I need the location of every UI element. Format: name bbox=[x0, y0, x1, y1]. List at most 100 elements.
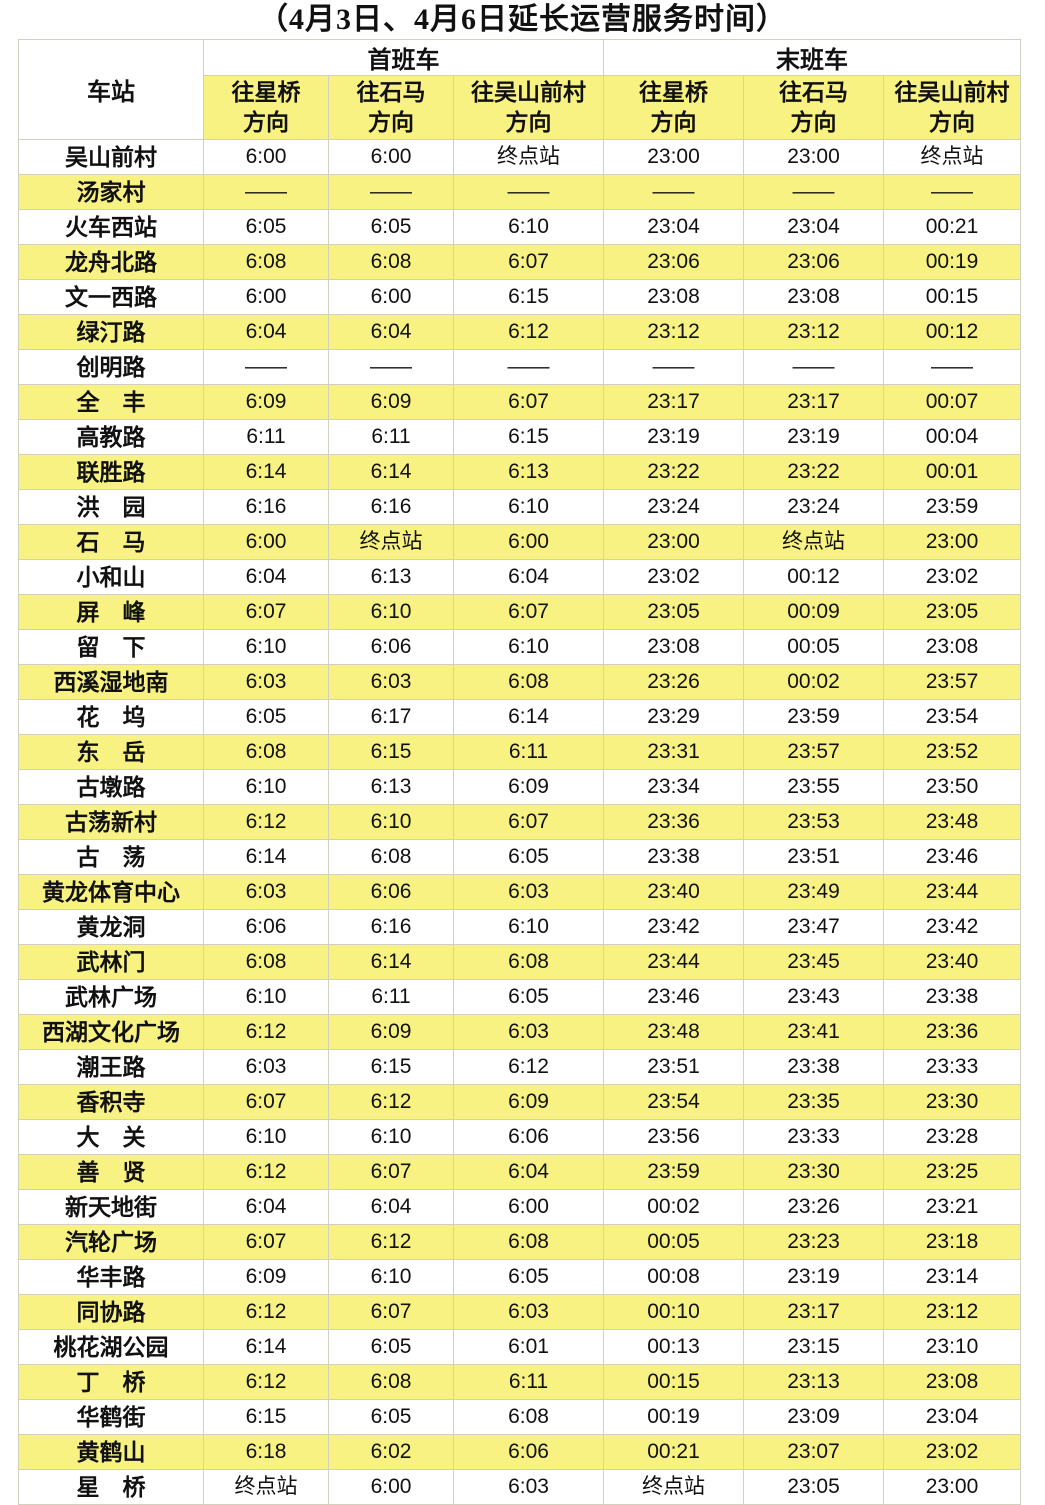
station-name: 留 下 bbox=[18, 629, 204, 665]
station-name: 火车西站 bbox=[18, 209, 204, 245]
time-cell: 6:09 bbox=[452, 1084, 605, 1120]
time-cell: —— bbox=[603, 174, 745, 210]
time-cell: —— bbox=[883, 174, 1022, 210]
table-row: 黄鹤山 6:18 6:02 6:06 00:21 23:07 23:02 bbox=[18, 1434, 1022, 1470]
station-name: 新天地街 bbox=[18, 1189, 204, 1225]
station-name: 古荡新村 bbox=[18, 804, 204, 840]
time-cell: 23:57 bbox=[883, 664, 1022, 700]
time-cell: 23:34 bbox=[603, 769, 745, 805]
station-name: 联胜路 bbox=[18, 454, 204, 490]
time-cell: 6:15 bbox=[328, 734, 454, 770]
time-cell: 6:04 bbox=[452, 559, 605, 595]
direction-suffix: 方向 bbox=[790, 108, 837, 135]
station-name: 香积寺 bbox=[18, 1084, 204, 1120]
time-cell: 终点站 bbox=[328, 524, 454, 560]
time-cell: 6:07 bbox=[203, 594, 329, 630]
table-row: 花 坞 6:05 6:17 6:14 23:29 23:59 23:54 bbox=[18, 699, 1022, 735]
table-row: 小和山 6:04 6:13 6:04 23:02 00:12 23:02 bbox=[18, 559, 1022, 595]
table-row: 武林广场 6:10 6:11 6:05 23:46 23:43 23:38 bbox=[18, 979, 1022, 1015]
time-cell: 6:14 bbox=[203, 1329, 329, 1365]
time-cell: 6:00 bbox=[452, 1189, 605, 1225]
direction-suffix: 方向 bbox=[243, 108, 289, 135]
time-cell: 终点站 bbox=[603, 1469, 745, 1505]
time-cell: 23:41 bbox=[743, 1014, 885, 1050]
table-row: 创明路 —— —— —— —— —— —— bbox=[18, 349, 1022, 385]
direction-dest: 往吴山前村 bbox=[471, 78, 586, 105]
time-cell: 00:13 bbox=[603, 1329, 745, 1365]
time-cell: 23:46 bbox=[603, 979, 745, 1015]
table-row: 高教路 6:11 6:11 6:15 23:19 23:19 00:04 bbox=[18, 419, 1022, 455]
time-cell: 23:17 bbox=[743, 384, 885, 420]
time-cell: 23:17 bbox=[603, 384, 745, 420]
time-cell: 23:08 bbox=[603, 279, 745, 315]
time-cell: 6:08 bbox=[328, 1364, 454, 1400]
time-cell: 6:12 bbox=[203, 1364, 329, 1400]
station-name: 东 岳 bbox=[18, 734, 204, 770]
time-cell: 6:09 bbox=[452, 769, 605, 805]
time-cell: —— bbox=[203, 174, 329, 210]
station-name: 星 桥 bbox=[18, 1469, 204, 1505]
table-row: 汤家村 —— —— —— —— —— —— bbox=[18, 174, 1022, 210]
time-cell: 6:07 bbox=[203, 1224, 329, 1260]
time-cell: 23:04 bbox=[603, 209, 745, 245]
time-cell: 6:10 bbox=[328, 1119, 454, 1155]
time-cell: 6:10 bbox=[452, 209, 605, 245]
time-cell: 6:08 bbox=[203, 734, 329, 770]
time-cell: 6:11 bbox=[452, 734, 605, 770]
time-cell: 23:08 bbox=[883, 629, 1022, 665]
station-name: 高教路 bbox=[18, 419, 204, 455]
time-cell: 6:02 bbox=[328, 1434, 454, 1470]
time-cell: 6:13 bbox=[328, 769, 454, 805]
time-cell: 23:59 bbox=[883, 489, 1022, 525]
time-cell: 00:21 bbox=[603, 1434, 745, 1470]
table-row: 西湖文化广场 6:12 6:09 6:03 23:48 23:41 23:36 bbox=[18, 1014, 1022, 1050]
time-cell: 6:00 bbox=[452, 524, 605, 560]
time-cell: 6:10 bbox=[203, 769, 329, 805]
time-cell: —— bbox=[743, 174, 885, 210]
time-cell: 6:11 bbox=[452, 1364, 605, 1400]
time-cell: 00:19 bbox=[603, 1399, 745, 1435]
time-cell: —— bbox=[743, 349, 885, 385]
time-cell: 6:05 bbox=[452, 979, 605, 1015]
time-cell: 00:04 bbox=[883, 419, 1022, 455]
time-cell: 23:09 bbox=[743, 1399, 885, 1435]
time-cell: 23:38 bbox=[743, 1049, 885, 1085]
time-cell: 终点站 bbox=[203, 1469, 329, 1505]
time-cell: 6:10 bbox=[452, 489, 605, 525]
service-time-table: 车站 首班车 末班车 往星桥 方向 往石马 方向 往吴山前村 方向 往星桥 bbox=[18, 39, 1022, 1505]
station-name: 汤家村 bbox=[18, 174, 204, 210]
time-cell: 23:08 bbox=[883, 1364, 1022, 1400]
time-cell: 6:16 bbox=[328, 909, 454, 945]
time-cell: 23:00 bbox=[883, 524, 1022, 560]
time-cell: 23:51 bbox=[743, 839, 885, 875]
station-column-header: 车站 bbox=[18, 39, 204, 140]
table-row: 同协路 6:12 6:07 6:03 00:10 23:17 23:12 bbox=[18, 1294, 1022, 1330]
time-cell: 23:51 bbox=[603, 1049, 745, 1085]
time-cell: 00:02 bbox=[743, 664, 885, 700]
time-cell: 23:18 bbox=[883, 1224, 1022, 1260]
station-name: 龙舟北路 bbox=[18, 244, 204, 280]
direction-suffix: 方向 bbox=[505, 108, 552, 135]
time-cell: 23:05 bbox=[883, 594, 1022, 630]
table-row: 吴山前村 6:00 6:00 终点站 23:00 23:00 终点站 bbox=[18, 139, 1022, 175]
time-cell: 00:09 bbox=[743, 594, 885, 630]
time-cell: 23:26 bbox=[743, 1189, 885, 1225]
station-name: 小和山 bbox=[18, 559, 204, 595]
time-cell: 6:11 bbox=[203, 419, 329, 455]
time-cell: 6:14 bbox=[328, 454, 454, 490]
time-cell: 23:21 bbox=[883, 1189, 1022, 1225]
time-cell: 6:12 bbox=[452, 1049, 605, 1085]
table-row: 潮王路 6:03 6:15 6:12 23:51 23:38 23:33 bbox=[18, 1049, 1022, 1085]
direction-header-last-wushanqiancun: 往吴山前村 方向 bbox=[883, 75, 1022, 140]
time-cell: 6:16 bbox=[328, 489, 454, 525]
time-cell: 00:07 bbox=[883, 384, 1022, 420]
station-name: 黄鹤山 bbox=[18, 1434, 204, 1470]
time-cell: 6:00 bbox=[328, 139, 454, 175]
time-cell: 23:55 bbox=[743, 769, 885, 805]
time-cell: 6:10 bbox=[328, 1259, 454, 1295]
time-cell: 23:28 bbox=[883, 1119, 1022, 1155]
station-name: 武林门 bbox=[18, 944, 204, 980]
table-row: 全 丰 6:09 6:09 6:07 23:17 23:17 00:07 bbox=[18, 384, 1022, 420]
time-cell: 6:09 bbox=[203, 384, 329, 420]
table-row: 西溪湿地南 6:03 6:03 6:08 23:26 00:02 23:57 bbox=[18, 664, 1022, 700]
